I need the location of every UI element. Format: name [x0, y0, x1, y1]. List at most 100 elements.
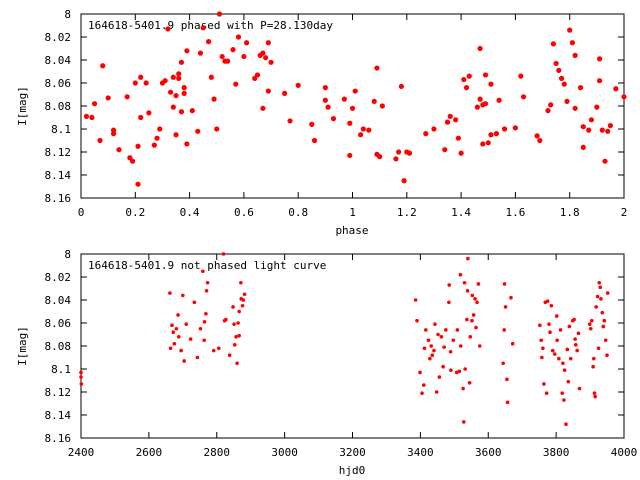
data-point: [475, 300, 479, 305]
data-point: [211, 96, 217, 102]
chart-title: 164618-5401.9 not phased light curve: [88, 259, 326, 272]
data-point: [552, 352, 557, 356]
data-point: [442, 147, 448, 153]
data-points: [83, 11, 627, 187]
data-point: [442, 345, 446, 349]
data-point: [242, 292, 247, 297]
data-point: [603, 338, 608, 343]
data-point: [423, 131, 429, 137]
data-point: [206, 39, 212, 45]
data-point: [263, 55, 269, 61]
data-point: [502, 282, 507, 286]
data-point: [591, 364, 595, 369]
y-tick-label: 8.04: [45, 294, 72, 307]
data-point: [558, 328, 563, 332]
data-point: [174, 326, 179, 331]
data-point: [454, 370, 459, 375]
data-point: [470, 318, 474, 323]
data-point: [424, 328, 428, 332]
data-point: [601, 324, 606, 329]
y-tick-label: 8.14: [45, 409, 72, 422]
data-point: [208, 74, 214, 80]
data-point: [594, 104, 600, 110]
data-point: [555, 338, 559, 343]
data-point: [396, 149, 402, 155]
data-point: [480, 141, 486, 147]
data-point: [195, 128, 201, 134]
data-point: [577, 386, 582, 391]
data-point: [482, 72, 489, 78]
data-point: [462, 280, 467, 285]
data-point: [534, 133, 540, 139]
y-tick-label: 8.06: [45, 317, 72, 330]
data-point: [510, 341, 515, 346]
data-point: [202, 320, 207, 324]
x-tick-label: 3200: [339, 446, 366, 459]
data-point: [556, 67, 562, 73]
data-point: [593, 394, 597, 399]
data-point: [474, 104, 480, 110]
data-point: [488, 81, 494, 87]
data-point: [449, 368, 453, 372]
data-point: [562, 398, 566, 402]
data-point: [545, 299, 550, 303]
data-point: [607, 122, 614, 129]
data-point: [550, 348, 555, 353]
data-point: [167, 89, 174, 95]
data-point: [537, 137, 543, 144]
data-point: [325, 104, 331, 110]
data-point: [613, 86, 619, 92]
data-point: [393, 156, 399, 162]
data-point: [176, 335, 181, 339]
data-point: [474, 325, 478, 330]
data-point: [558, 75, 565, 81]
data-point: [538, 323, 542, 328]
data-point: [420, 391, 424, 395]
data-point: [447, 300, 451, 305]
data-point: [545, 108, 551, 114]
data-point: [195, 355, 200, 360]
y-tick-label: 8.14: [45, 169, 72, 182]
data-point: [477, 45, 483, 52]
data-point: [485, 140, 491, 146]
data-point: [428, 356, 432, 361]
data-point: [598, 285, 603, 290]
data-point: [562, 368, 567, 372]
data-point: [234, 335, 238, 339]
data-point: [162, 78, 168, 84]
data-point: [587, 322, 592, 326]
data-point: [621, 94, 627, 100]
data-point: [366, 127, 372, 133]
data-point: [173, 132, 179, 138]
data-point: [168, 291, 172, 295]
x-tick-label: 1.2: [397, 206, 417, 219]
data-point: [588, 117, 595, 123]
data-point: [574, 343, 578, 347]
data-point: [172, 341, 177, 346]
data-point: [436, 332, 440, 337]
data-point: [568, 356, 573, 361]
x-tick-label: 3000: [271, 446, 298, 459]
data-point: [170, 323, 174, 328]
data-point: [204, 312, 208, 316]
data-point: [421, 383, 426, 387]
data-point: [564, 98, 570, 104]
data-point: [176, 71, 182, 77]
data-point: [501, 126, 508, 132]
data-point: [204, 289, 209, 293]
data-point: [444, 328, 448, 332]
data-point: [244, 40, 250, 46]
data-point: [176, 75, 182, 81]
data-point: [135, 143, 141, 149]
data-point: [605, 128, 611, 134]
data-point: [542, 382, 546, 386]
y-tick-label: 8: [64, 8, 71, 21]
y-tick-label: 8.08: [45, 340, 72, 353]
data-point: [488, 132, 494, 138]
y-tick-label: 8.12: [45, 146, 72, 159]
data-point: [225, 58, 231, 64]
data-point: [434, 390, 439, 394]
data-point: [505, 400, 510, 405]
data-point: [89, 114, 95, 121]
data-point: [482, 101, 489, 107]
